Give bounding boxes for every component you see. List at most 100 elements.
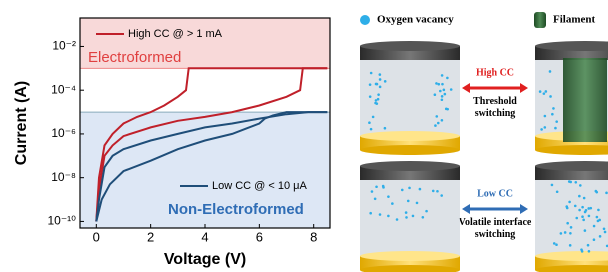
- vacancy-icon: [360, 15, 370, 25]
- vacancy: [543, 92, 546, 95]
- vacancy: [374, 198, 377, 201]
- vacancy: [560, 232, 563, 235]
- vacancy: [379, 86, 382, 89]
- arrow-caption: Threshold switching: [462, 96, 528, 120]
- vacancy: [384, 80, 387, 83]
- x-tick-label: 2: [147, 229, 154, 244]
- vacancy: [555, 120, 558, 123]
- y-axis-label: Current (A): [13, 81, 30, 165]
- vacancy: [553, 242, 556, 245]
- page: ElectroformedNon-Electroformed10⁻¹⁰10⁻⁸1…: [0, 0, 608, 272]
- region-label: Non-Electroformed: [168, 201, 304, 218]
- vacancy: [596, 216, 599, 219]
- vacancy: [587, 244, 590, 247]
- cylinder-base-top: [360, 251, 460, 261]
- legend-label: Low CC @ < 10 μA: [212, 180, 308, 192]
- vacancy: [444, 93, 447, 96]
- vacancy: [387, 215, 390, 218]
- vacancy: [441, 119, 444, 122]
- vacancy: [396, 218, 399, 221]
- vacancy: [407, 200, 410, 203]
- chart: ElectroformedNon-Electroformed10⁻¹⁰10⁻⁸1…: [13, 18, 330, 268]
- vacancy: [377, 98, 380, 101]
- vacancy: [569, 244, 572, 247]
- x-axis-label: Voltage (V): [164, 251, 246, 268]
- vacancy: [569, 232, 572, 235]
- vacancy: [441, 74, 444, 77]
- y-tick-label: 10⁻²: [52, 39, 76, 53]
- vacancy: [440, 194, 443, 197]
- arrow-label: High CC: [476, 67, 514, 78]
- vacancy: [435, 115, 438, 118]
- vacancy: [437, 122, 440, 125]
- figure: ElectroformedNon-Electroformed10⁻¹⁰10⁻⁸1…: [0, 0, 608, 272]
- vacancy: [588, 250, 591, 253]
- vacancy: [374, 102, 377, 105]
- vacancy: [434, 93, 437, 96]
- vacancy: [584, 211, 587, 214]
- vacancy: [604, 231, 607, 234]
- cylinder-base-bottom: [360, 145, 460, 155]
- caption-box: Volatile interface switching: [450, 217, 540, 251]
- caption-box: Threshold switching: [462, 96, 528, 130]
- vacancy: [540, 128, 543, 131]
- vacancy: [435, 82, 438, 85]
- y-tick-label: 10⁻⁴: [51, 82, 76, 96]
- vacancy: [574, 205, 577, 208]
- vacancy: [382, 185, 385, 188]
- vacancy: [405, 216, 408, 219]
- x-tick-label: 8: [310, 229, 317, 244]
- vacancy: [539, 90, 542, 93]
- vacancy: [408, 187, 411, 190]
- legend-label: High CC @ > 1 mA: [128, 28, 223, 40]
- vacancy: [369, 212, 372, 215]
- vacancy: [581, 215, 584, 218]
- vacancy: [369, 83, 372, 86]
- vacancy: [549, 95, 552, 98]
- vacancy: [425, 210, 428, 213]
- vacancy: [412, 215, 415, 218]
- vacancy: [593, 238, 596, 241]
- vacancy: [605, 192, 608, 195]
- vacancy: [369, 95, 372, 98]
- legend-text: Oxygen vacancy: [377, 14, 454, 26]
- vacancy: [434, 124, 437, 127]
- vacancy: [593, 225, 596, 228]
- vacancy: [551, 184, 554, 187]
- vacancy: [584, 229, 587, 232]
- vacancy: [379, 213, 382, 216]
- legend-text: Filament: [553, 14, 595, 26]
- vacancy: [574, 181, 577, 184]
- vacancy: [372, 116, 375, 119]
- vacancy: [450, 88, 453, 91]
- vacancy: [554, 127, 557, 130]
- vacancy: [377, 93, 380, 96]
- filament-icon: [534, 12, 546, 28]
- vacancy: [437, 83, 440, 86]
- vacancy: [544, 115, 547, 118]
- vacancy: [401, 189, 404, 192]
- vacancy: [544, 126, 547, 129]
- vacancy: [370, 72, 373, 75]
- vacancy: [439, 90, 442, 93]
- y-tick-label: 10⁻⁶: [51, 126, 76, 140]
- vacancy: [564, 231, 567, 234]
- vacancy: [566, 222, 569, 225]
- vacancy: [578, 209, 581, 212]
- vacancy: [419, 188, 422, 191]
- vacancy: [422, 216, 425, 219]
- vacancy: [569, 181, 572, 184]
- vacancy: [379, 73, 382, 76]
- vacancy: [416, 202, 419, 205]
- arrow-caption: Volatile interface switching: [450, 217, 540, 241]
- cylinder-base-top: [360, 131, 460, 141]
- vacancy: [603, 228, 606, 231]
- vacancy: [578, 195, 581, 198]
- filament: [563, 58, 607, 142]
- vacancy: [583, 197, 586, 200]
- vacancy: [588, 215, 591, 218]
- vacancy: [375, 185, 378, 188]
- vacancy: [597, 209, 600, 212]
- y-tick-label: 10⁻⁸: [51, 170, 76, 184]
- vacancy: [371, 190, 374, 193]
